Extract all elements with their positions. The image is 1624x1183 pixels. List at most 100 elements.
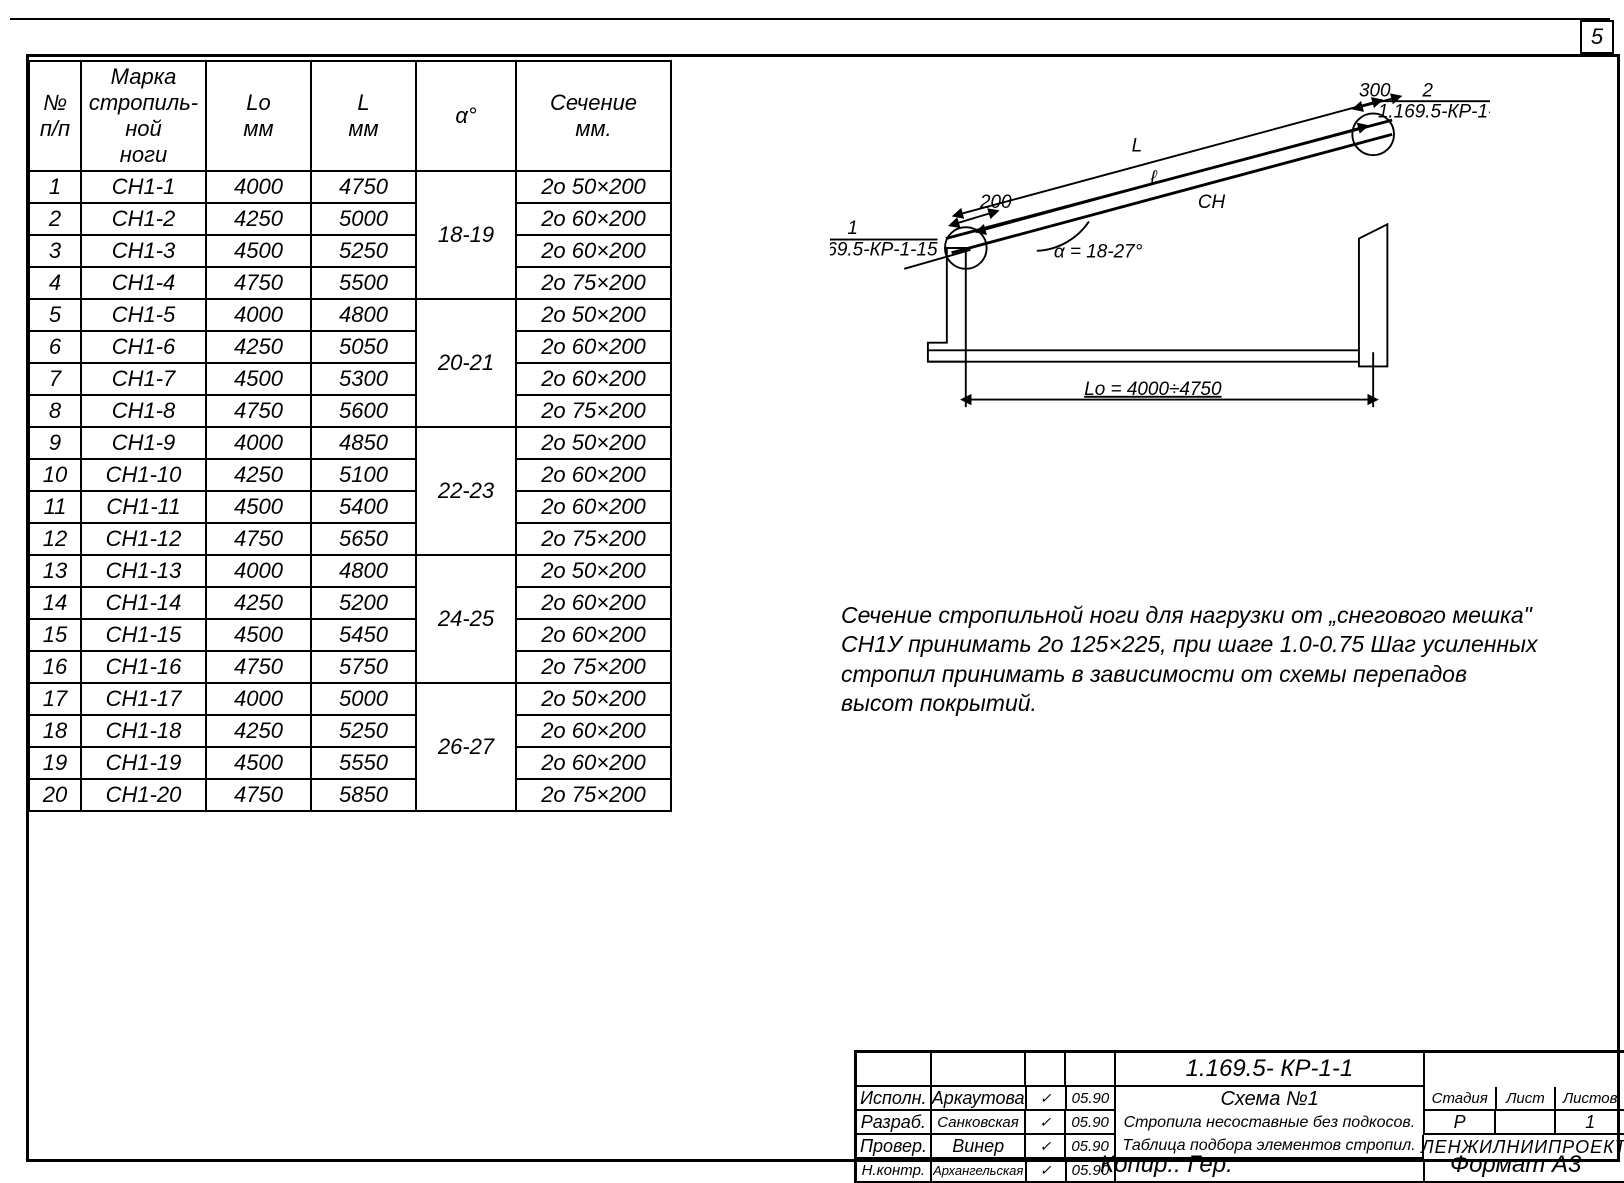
table-cell: СН1-2 <box>81 203 206 235</box>
table-row: 18СН1-18425052502о 60×200 <box>29 715 671 747</box>
tb-role-prover: Провер. <box>857 1135 932 1159</box>
tb-name-prover: Винер <box>932 1135 1026 1159</box>
tb-list-h: Лист <box>1497 1087 1557 1111</box>
table-cell: СН1-9 <box>81 427 206 459</box>
table-cell: СН1-10 <box>81 459 206 491</box>
tb-date-ispoln: 05.90 <box>1067 1087 1117 1111</box>
table-cell: СН1-5 <box>81 299 206 331</box>
th-lo: Lо мм <box>206 61 311 171</box>
table-row: 16СН1-16475057502о 75×200 <box>29 651 671 683</box>
table-cell: 5100 <box>311 459 416 491</box>
specification-note: Сечение стропильной ноги для нагрузки от… <box>841 601 1541 719</box>
table-row: 19СН1-19450055502о 60×200 <box>29 747 671 779</box>
diagram-ref-left-num: 1 <box>847 218 858 239</box>
table-cell: 4850 <box>311 427 416 459</box>
table-row: 5СН1-54000480020-212о 50×200 <box>29 299 671 331</box>
table-cell: 12 <box>29 523 81 555</box>
table-header-row: № п/п Марка стропиль- ной ноги Lо мм L м… <box>29 61 671 171</box>
diagram-label-l: ℓ <box>1150 168 1158 189</box>
table-row: 10СН1-1042505100 2о 60×200 <box>29 459 671 491</box>
tb-role-razrab: Разраб. <box>857 1111 932 1135</box>
table-cell: СН1-7 <box>81 363 206 395</box>
table-cell: 2о 60×200 <box>516 619 671 651</box>
table-cell: СН1-13 <box>81 555 206 587</box>
table-cell: 4250 <box>206 715 311 747</box>
table-cell: 4750 <box>206 523 311 555</box>
table-cell-alpha: 18-19 <box>416 171 516 299</box>
table-cell: 4250 <box>206 459 311 491</box>
table-cell: 20 <box>29 779 81 811</box>
table-cell: 2о 60×200 <box>516 459 671 491</box>
table-cell: 2о 60×200 <box>516 363 671 395</box>
table-cell: 2о 60×200 <box>516 203 671 235</box>
table-row: 6СН1-6425050502о 60×200 <box>29 331 671 363</box>
table-cell: 16 <box>29 651 81 683</box>
diagram-alpha: α = 18-27° <box>1054 241 1143 262</box>
table-cell: 3 <box>29 235 81 267</box>
table-cell: 4750 <box>206 395 311 427</box>
table-cell: 4 <box>29 267 81 299</box>
table-row: 2СН1-2425050002о 60×200 <box>29 203 671 235</box>
table-row: 15СН1-15450054502о 60×200 <box>29 619 671 651</box>
table-cell: 4500 <box>206 363 311 395</box>
table-cell: 14 <box>29 587 81 619</box>
table-cell: 4500 <box>206 619 311 651</box>
table-cell: 2о 50×200 <box>516 555 671 587</box>
table-cell: 5550 <box>311 747 416 779</box>
th-l: L мм <box>311 61 416 171</box>
table-cell: 5650 <box>311 523 416 555</box>
tb-name-razrab: Санковская <box>932 1111 1027 1135</box>
tb-name-nkontr: Архангельская <box>932 1159 1027 1183</box>
diagram-dim-200: 200 <box>979 192 1012 213</box>
table-cell: 4250 <box>206 203 311 235</box>
table-cell: 5400 <box>311 491 416 523</box>
tb-listov-h: Листов <box>1556 1087 1624 1111</box>
table-cell: 2о 75×200 <box>516 523 671 555</box>
table-cell: 2о 50×200 <box>516 171 671 203</box>
table-cell: 4250 <box>206 587 311 619</box>
table-row: 14СН1-14425052002о 60×200 <box>29 587 671 619</box>
table-cell: 4500 <box>206 235 311 267</box>
table-row: 3СН1-3450052502о 60×200 <box>29 235 671 267</box>
diagram-dim-Lo: Lо = 4000÷4750 <box>1084 379 1222 400</box>
table-cell: 2о 60×200 <box>516 715 671 747</box>
table-cell: 4250 <box>206 331 311 363</box>
table-cell: 2о 50×200 <box>516 299 671 331</box>
diagram-ref-right: 1.169.5-КР-1-15 <box>1378 101 1490 122</box>
table-cell-alpha: 20-21 <box>416 299 516 427</box>
table-row: 12СН1-12475056502о 75×200 <box>29 523 671 555</box>
table-cell: СН1-19 <box>81 747 206 779</box>
table-cell: 2о 75×200 <box>516 395 671 427</box>
tb-stadiya-h: Стадия <box>1425 1087 1497 1111</box>
table-row: 11СН1-11450054002о 60×200 <box>29 491 671 523</box>
table-cell: СН1-8 <box>81 395 206 427</box>
table-cell: 6 <box>29 331 81 363</box>
table-cell-alpha: 26-27 <box>416 683 516 811</box>
table-cell: 4000 <box>206 171 311 203</box>
table-row: 17СН1-174000500026-272о 50×200 <box>29 683 671 715</box>
table-cell: 4750 <box>206 267 311 299</box>
table-cell: 5000 <box>311 683 416 715</box>
table-row: 20СН1-20475058502о 75×200 <box>29 779 671 811</box>
th-n: № п/п <box>29 61 81 171</box>
table-cell: 5250 <box>311 235 416 267</box>
table-row: 1СН1-14000475018-192о 50×200 <box>29 171 671 203</box>
table-cell: 18 <box>29 715 81 747</box>
diagram-dim-300: 300 <box>1359 80 1391 101</box>
table-cell: СН1-17 <box>81 683 206 715</box>
table-cell: 5750 <box>311 651 416 683</box>
diagram-label-L: L <box>1132 135 1143 156</box>
table-row: 7СН1-7450053002о 60×200 <box>29 363 671 395</box>
tb-title-1: Схема №1 <box>1116 1087 1425 1111</box>
table-cell: 2о 60×200 <box>516 331 671 363</box>
table-cell: 5850 <box>311 779 416 811</box>
table-cell: 4500 <box>206 747 311 779</box>
table-cell: 10 <box>29 459 81 491</box>
table-row: 4СН1-4475055002о 75×200 <box>29 267 671 299</box>
table-cell: 15 <box>29 619 81 651</box>
table-cell: 2о 60×200 <box>516 587 671 619</box>
table-cell: 4000 <box>206 299 311 331</box>
page-number-tab: 5 <box>1580 20 1614 54</box>
th-sechenie: Сечение мм. <box>516 61 671 171</box>
table-cell: СН1-1 <box>81 171 206 203</box>
